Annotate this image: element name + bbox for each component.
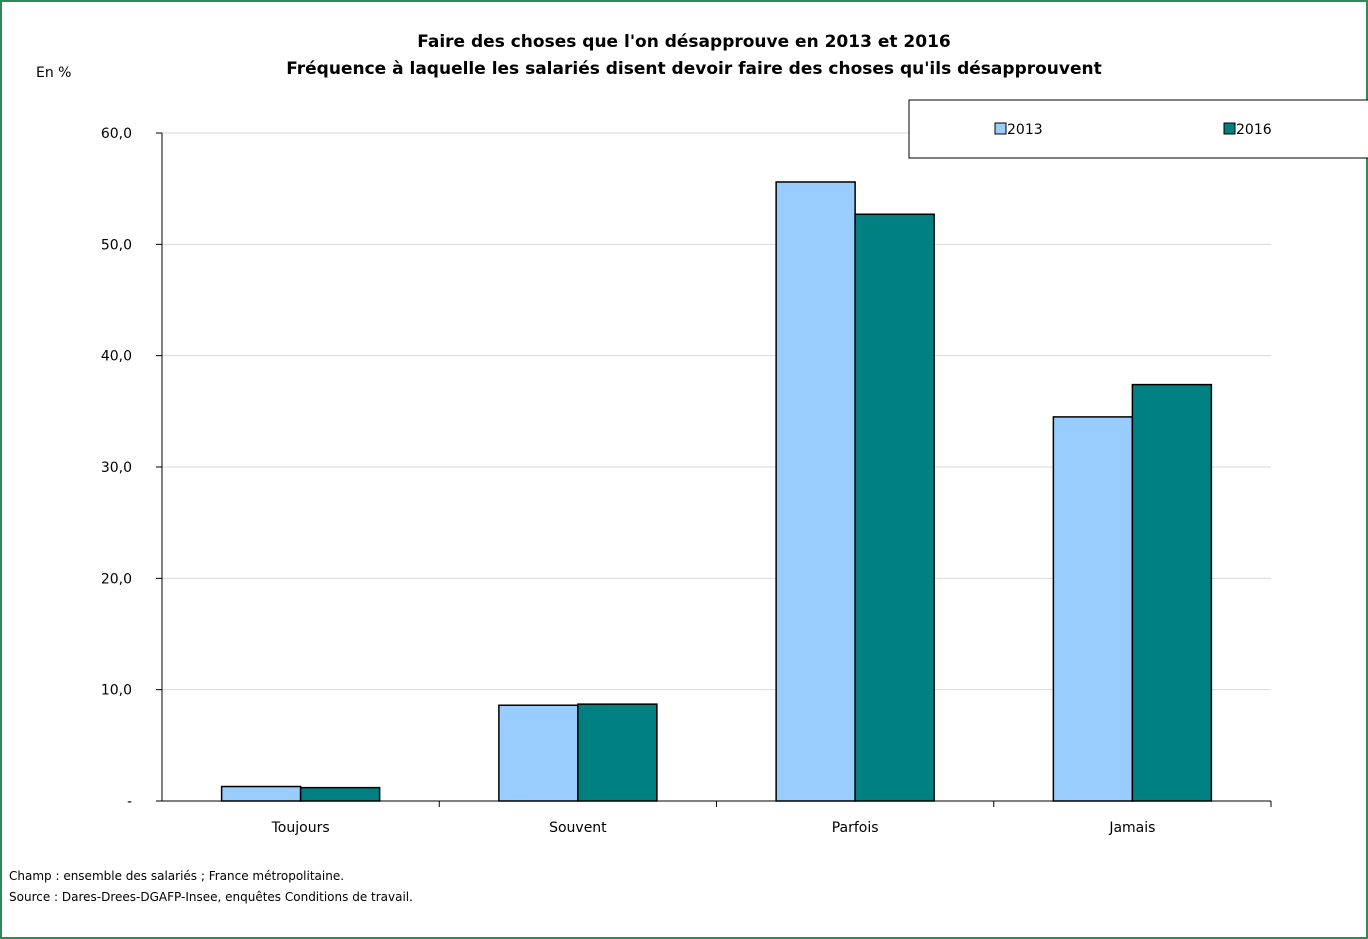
bars <box>220 181 1213 802</box>
chart-subtitle: Fréquence à laquelle les salariés disent… <box>286 59 1102 79</box>
x-tick-label: Jamais <box>1108 820 1155 836</box>
legend-swatch-2016 <box>1223 122 1236 135</box>
bar-jamais-2013 <box>1052 416 1134 802</box>
y-tick-label: 50,0 <box>101 237 132 253</box>
chart-title: Faire des choses que l'on désapprouve en… <box>417 32 950 52</box>
tick-labels: - 10,0 20,0 30,0 40,0 50,0 60,0 Toujours Souvent… <box>101 126 1156 836</box>
legend: 2013 2016 <box>908 99 1368 159</box>
y-tick-label: 40,0 <box>101 349 132 365</box>
y-axis-label: En % <box>36 65 71 81</box>
footnote-source: Source : Dares-Drees-DGAFP-Insee, enquêt… <box>9 890 413 904</box>
y-tick-label: 10,0 <box>101 683 132 699</box>
x-tick-label: Souvent <box>549 820 607 836</box>
y-tick-label: 60,0 <box>101 126 132 142</box>
bar-souvent-2013 <box>498 704 579 802</box>
axes <box>156 132 1272 807</box>
bar-parfois-2013 <box>775 181 856 802</box>
bar-jamais-2016 <box>1131 383 1213 802</box>
legend-box <box>908 99 1368 159</box>
x-tick-label: Toujours <box>271 820 330 836</box>
bar-souvent-2016 <box>577 703 658 802</box>
bar-parfois-2016 <box>854 213 935 802</box>
y-tick-label: 30,0 <box>101 460 132 476</box>
x-tick-label: Parfois <box>832 820 879 836</box>
legend-swatch-2013 <box>994 122 1007 135</box>
legend-label-2013: 2013 <box>1007 122 1043 138</box>
bar-toujours-2013 <box>220 785 302 802</box>
bar-toujours-2016 <box>299 786 381 802</box>
footnote-champ: Champ : ensemble des salariés ; France m… <box>9 869 344 883</box>
y-tick-label: - <box>127 794 132 810</box>
legend-label-2016: 2016 <box>1236 122 1272 138</box>
y-tick-label: 20,0 <box>101 571 132 587</box>
